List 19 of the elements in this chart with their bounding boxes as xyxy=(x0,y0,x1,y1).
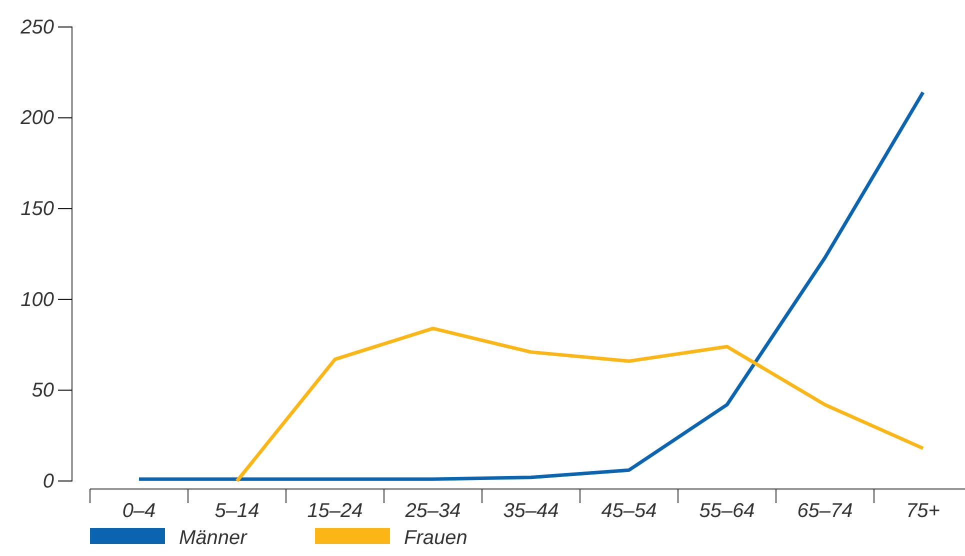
line-series xyxy=(235,326,925,483)
x-tick-label: 75+ xyxy=(906,500,940,522)
x-tick-label: 25–34 xyxy=(404,500,461,522)
x-tick-label: 55–64 xyxy=(699,500,755,522)
legend-label: Frauen xyxy=(404,527,468,549)
x-tick-label: 65–74 xyxy=(797,500,853,522)
x-tick-label: 45–54 xyxy=(601,500,657,522)
y-tick-label: 100 xyxy=(20,288,54,311)
legend-label: Männer xyxy=(179,527,248,549)
x-tick-label: 5–14 xyxy=(214,500,260,522)
x-tick-label: 15–24 xyxy=(307,500,363,522)
x-tick-label: 0–4 xyxy=(122,500,156,522)
y-tick-label: 0 xyxy=(42,470,54,492)
y-tick-label: 150 xyxy=(20,198,54,220)
y-tick-label: 250 xyxy=(20,16,54,38)
y-tick-label: 200 xyxy=(20,107,54,130)
x-tick-label: 35–44 xyxy=(503,500,559,522)
line-series xyxy=(137,90,925,481)
y-tick-label: 50 xyxy=(32,380,54,402)
